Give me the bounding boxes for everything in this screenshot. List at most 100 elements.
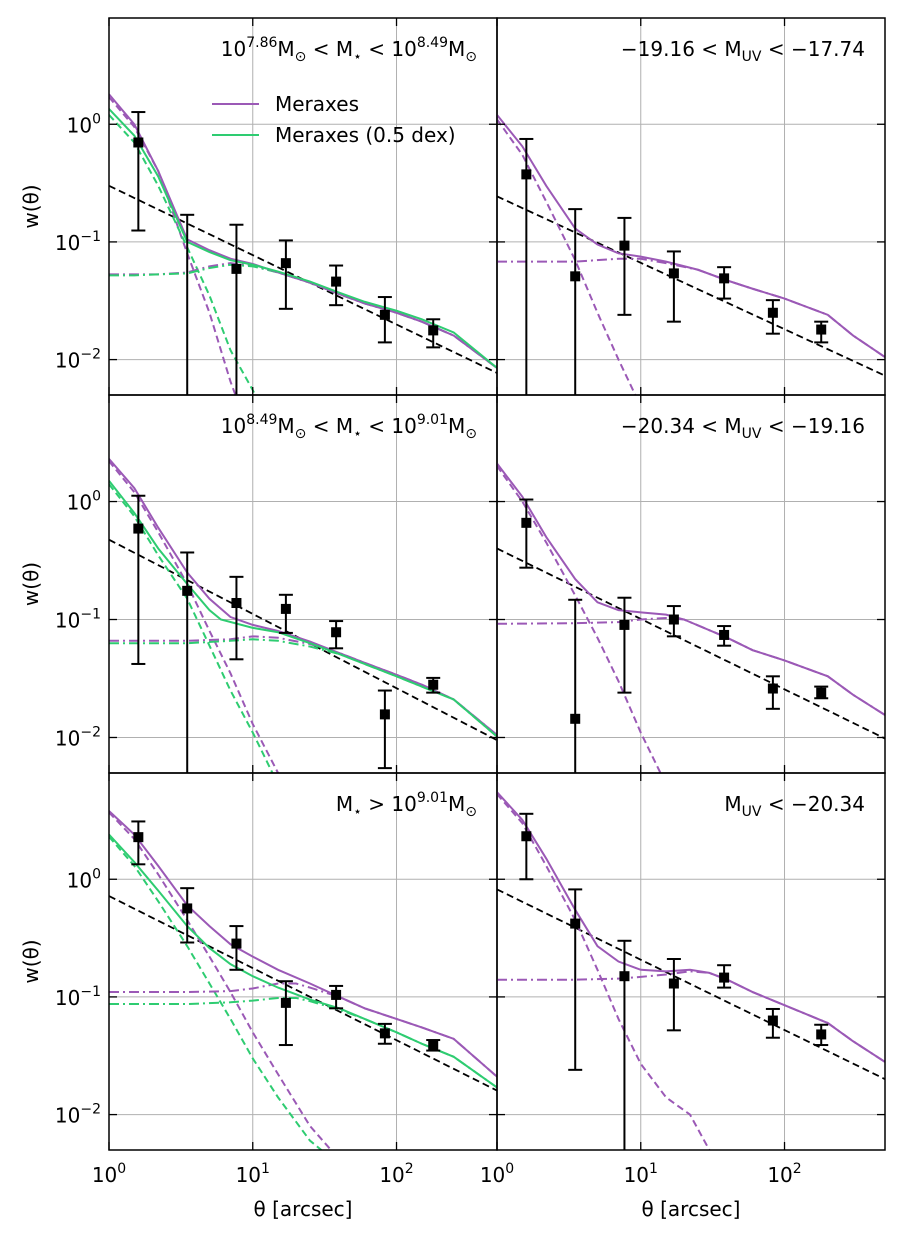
- error-bar: [568, 208, 583, 395]
- data-point: [231, 938, 242, 949]
- data-point: [719, 273, 730, 284]
- data-point: [331, 989, 342, 1000]
- series-line: [109, 996, 497, 1089]
- x-axis-label: θ [arcsec]: [254, 1197, 353, 1221]
- data-point: [379, 709, 390, 720]
- data-point: [182, 903, 193, 914]
- data-point: [331, 276, 342, 287]
- series-line: [497, 547, 885, 740]
- series-line: [497, 114, 885, 358]
- error-bar: [229, 223, 244, 395]
- panel-title: 107.86M⊙ < M⋆ < 108.49M⊙: [221, 35, 477, 65]
- data-point: [719, 972, 730, 983]
- legend-label: Meraxes: [275, 92, 359, 116]
- data-point: [521, 169, 532, 180]
- panel: [109, 395, 497, 773]
- series-line: [109, 108, 497, 369]
- data-point: [280, 258, 291, 269]
- data-point: [767, 1015, 778, 1026]
- data-point: [668, 614, 679, 625]
- x-axis-label: θ [arcsec]: [642, 1197, 741, 1221]
- y-axis-label: w(θ): [19, 184, 43, 228]
- data-point: [428, 325, 439, 336]
- data-point: [133, 832, 144, 843]
- error-bar: [666, 250, 681, 323]
- panel-title: −20.34 < MUV < −19.16: [621, 414, 865, 442]
- series-line: [109, 833, 497, 1089]
- series-line: [497, 791, 885, 1063]
- y-tick-label: 100: [67, 111, 101, 137]
- y-tick-label: 10−1: [55, 607, 101, 633]
- series-line: [109, 458, 497, 736]
- y-tick-label: 10−2: [55, 347, 101, 373]
- panel-frame: [108, 17, 498, 396]
- series-line: [497, 195, 885, 377]
- series-line: [497, 118, 637, 395]
- data-point: [379, 1028, 390, 1039]
- error-bar: [229, 575, 244, 661]
- data-point: [570, 713, 581, 724]
- panel-frame: [496, 17, 886, 396]
- y-tick-label: 10−1: [55, 984, 101, 1010]
- series-line: [109, 480, 497, 738]
- series-line: [109, 638, 497, 738]
- data-point: [133, 523, 144, 534]
- y-tick-label: 10−2: [55, 724, 101, 750]
- panel-frame: [496, 772, 886, 1151]
- panel: [497, 18, 885, 395]
- panel: [497, 773, 885, 1150]
- panel-frame: [108, 772, 498, 1151]
- data-point: [619, 619, 630, 630]
- error-bar: [180, 887, 195, 944]
- data-point: [133, 137, 144, 148]
- data-point: [280, 603, 291, 614]
- series-line: [109, 895, 497, 1092]
- x-tick-label: 101: [624, 1161, 658, 1187]
- data-point: [182, 585, 193, 596]
- panel: [109, 18, 497, 395]
- series-line: [497, 888, 885, 1080]
- x-tick-label: 101: [236, 1161, 270, 1187]
- data-point: [521, 517, 532, 528]
- panel-frame: [108, 394, 498, 774]
- y-axis-label: w(θ): [19, 939, 43, 983]
- series-line: [109, 635, 497, 736]
- data-point: [280, 997, 291, 1008]
- x-tick-label: 102: [767, 1161, 801, 1187]
- error-bar: [131, 111, 146, 232]
- error-bar: [377, 689, 392, 770]
- error-bar: [666, 958, 681, 1032]
- data-point: [428, 679, 439, 690]
- data-point: [816, 324, 827, 335]
- data-point: [816, 1029, 827, 1040]
- data-point: [767, 683, 778, 694]
- series-line: [497, 616, 885, 716]
- series-line: [109, 811, 332, 1150]
- data-point: [668, 268, 679, 279]
- data-point: [619, 971, 630, 982]
- series-line: [497, 970, 885, 1063]
- error-bar: [519, 498, 534, 569]
- data-point: [231, 263, 242, 274]
- error-bar: [278, 239, 293, 310]
- series-line: [497, 462, 885, 716]
- panel-title: M⋆ > 109.01M⊙: [336, 790, 477, 820]
- error-bar: [617, 216, 632, 316]
- y-tick-label: 10−1: [55, 229, 101, 255]
- y-tick-label: 100: [67, 489, 101, 515]
- panel: [109, 773, 497, 1150]
- data-point: [619, 240, 630, 251]
- error-bar: [180, 213, 195, 395]
- error-bar: [131, 820, 146, 866]
- data-point: [231, 598, 242, 609]
- error-bar: [278, 980, 293, 1047]
- x-tick-label: 100: [92, 1161, 126, 1187]
- data-point: [570, 918, 581, 929]
- panel-title: −19.16 < MUV < −17.74: [621, 37, 865, 65]
- data-point: [767, 307, 778, 318]
- x-tick-label: 102: [379, 1161, 413, 1187]
- panel: [497, 395, 885, 773]
- x-tick-label: 100: [480, 1161, 514, 1187]
- y-tick-label: 10−2: [55, 1102, 101, 1128]
